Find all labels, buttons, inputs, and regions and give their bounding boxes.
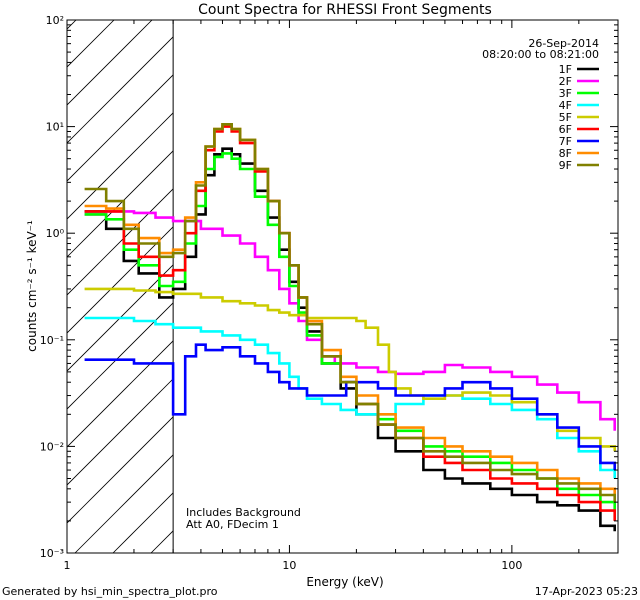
y-tick-label: 10⁰ (46, 227, 65, 240)
annotation-attenuator: Att A0, FDecim 1 (186, 518, 279, 531)
hatch-line (189, 0, 640, 553)
plot-frame (66, 19, 619, 554)
hatch-line (67, 264, 174, 372)
legend-label-3F: 3F (559, 87, 572, 100)
legend-label-9F: 9F (559, 159, 572, 172)
hatch-line (67, 36, 174, 144)
x-tick-label: 1 (64, 559, 71, 572)
legend-label-7F: 7F (559, 135, 572, 148)
hatch-line (67, 150, 174, 258)
series-line-8F (84, 123, 616, 495)
date-label: 26-Sep-2014 (528, 37, 599, 50)
y-tick-label: 10⁻³ (40, 547, 64, 560)
x-tick-label: 10 (282, 559, 296, 572)
hatch-line (67, 20, 77, 30)
hatch-line (265, 0, 640, 553)
y-tick-label: 10⁻² (40, 440, 64, 453)
hatch-line (67, 20, 115, 68)
hatch-line (67, 226, 174, 334)
y-tick-label: 10⁻¹ (40, 334, 64, 347)
y-axis-label: counts cm⁻² s⁻¹ keV⁻¹ (25, 220, 39, 352)
y-tick-label: 10² (46, 14, 64, 27)
hatch-line (67, 378, 174, 486)
legend-label-4F: 4F (559, 99, 572, 112)
hatch-line (67, 188, 174, 296)
footer-timestamp: 17-Apr-2023 05:23 (535, 585, 638, 598)
series-line-3F (84, 152, 616, 511)
axis-ticks: 1 10 100 10⁻³ 10⁻² 10⁻¹ 10⁰ 10¹ 10² (40, 14, 619, 572)
series-line-9F (84, 123, 616, 503)
footer-generator: Generated by hsi_min_spectra_plot.pro (2, 585, 218, 598)
chart-title: Count Spectra for RHESSI Front Segments (198, 2, 492, 18)
hatch-line (67, 416, 174, 524)
x-axis-label: Energy (keV) (306, 575, 383, 589)
series-line-7F (84, 343, 616, 470)
legend-label-1F: 1F (559, 63, 572, 76)
annotation-background: Includes Background (186, 506, 301, 519)
hatch-line (67, 74, 174, 182)
series-layer (84, 123, 616, 532)
time-range-label: 08:20:00 to 08:21:00 (482, 48, 599, 61)
legend-label-6F: 6F (559, 123, 572, 136)
y-tick-label: 10¹ (46, 121, 64, 134)
hatch-region (67, 0, 640, 553)
legend-label-8F: 8F (559, 147, 572, 160)
hatch-line (67, 20, 153, 106)
series-line-5F (84, 287, 616, 452)
legend-label-5F: 5F (559, 111, 572, 124)
legend-label-2F: 2F (559, 75, 572, 88)
x-tick-label: 100 (501, 559, 522, 572)
